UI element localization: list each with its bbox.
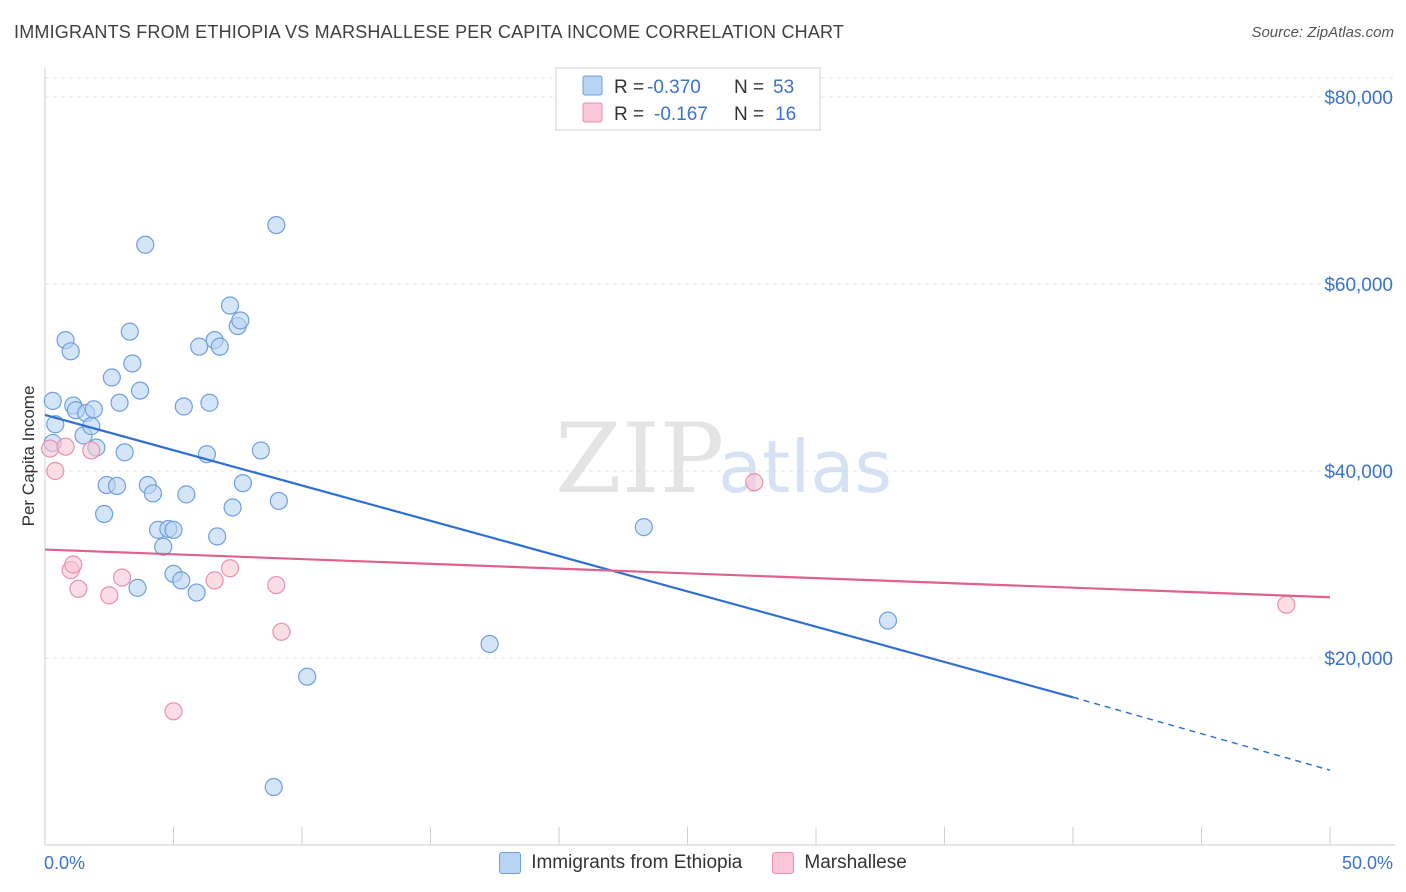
x-tick-label-min: 0.0% bbox=[44, 853, 85, 873]
ethiopia-point bbox=[110, 393, 129, 412]
legend-n-value-1: 53 bbox=[773, 77, 794, 98]
ethiopia-point bbox=[164, 520, 183, 540]
axes bbox=[44, 68, 1395, 846]
legend-n-value-2: 16 bbox=[775, 104, 796, 125]
ethiopia-point bbox=[210, 337, 229, 356]
marshallese-point bbox=[205, 571, 224, 590]
series-legend: Immigrants from Ethiopia Marshallese bbox=[0, 852, 1406, 874]
ethiopia-point bbox=[43, 391, 62, 410]
ethiopia-trend-extension bbox=[1072, 696, 1331, 771]
ethiopia-point bbox=[208, 527, 227, 546]
marshallese-trend-line bbox=[44, 548, 1331, 599]
legend-item-ethiopia: Immigrants from Ethiopia bbox=[499, 852, 742, 874]
ethiopia-point bbox=[61, 342, 80, 361]
legend-label-ethiopia: Immigrants from Ethiopia bbox=[531, 852, 743, 873]
ethiopia-point bbox=[130, 381, 150, 400]
marshallese-point bbox=[220, 559, 240, 578]
ethiopia-point bbox=[233, 474, 252, 493]
ethiopia-point bbox=[102, 368, 121, 387]
ethiopia-point bbox=[187, 583, 206, 602]
legend-r-label-1: R = bbox=[614, 77, 644, 98]
correlation-legend: R = -0.370 N = 53 R = -0.167 N = 16 bbox=[555, 67, 821, 131]
watermark-zip: ZIP bbox=[555, 403, 724, 515]
ethiopia-point bbox=[154, 537, 173, 556]
ethiopia-point bbox=[264, 777, 283, 797]
ethiopia-point bbox=[190, 337, 209, 356]
legend-n-label-1: N = bbox=[734, 77, 764, 98]
ethiopia-point bbox=[200, 393, 219, 412]
source-label: Source: ZipAtlas.com bbox=[1251, 24, 1394, 41]
marshallese-point bbox=[164, 702, 183, 721]
trend-lines bbox=[44, 413, 1331, 771]
legend-swatch-marshallese-bottom bbox=[772, 852, 795, 874]
y-tick-label: $80,000 bbox=[1324, 88, 1393, 109]
x-tick-labels: 0.0% 50.0% bbox=[44, 853, 1393, 873]
ethiopia-point bbox=[220, 296, 240, 315]
ethiopia-point bbox=[136, 235, 155, 254]
marshallese-point bbox=[100, 586, 119, 605]
ethiopia-point bbox=[123, 354, 142, 373]
marshallese-point bbox=[46, 461, 65, 481]
grid-lines bbox=[45, 77, 1395, 659]
series-ethiopia-points bbox=[43, 215, 898, 797]
ethiopia-point bbox=[231, 311, 250, 330]
ethiopia-point bbox=[120, 322, 139, 341]
ethiopia-point bbox=[634, 517, 653, 537]
legend-n-label-2: N = bbox=[734, 104, 764, 125]
legend-item-marshallese: Marshallese bbox=[772, 852, 907, 874]
y-tick-label: $20,000 bbox=[1324, 649, 1393, 670]
y-tick-label: $40,000 bbox=[1324, 462, 1393, 483]
marshallese-point bbox=[267, 575, 286, 595]
ethiopia-point bbox=[107, 476, 127, 496]
legend-swatch-ethiopia bbox=[582, 75, 603, 96]
ethiopia-trend-line bbox=[44, 413, 1074, 699]
marshallese-point bbox=[1277, 595, 1296, 614]
ethiopia-point bbox=[267, 215, 286, 235]
ethiopia-point bbox=[298, 667, 317, 686]
marshallese-point bbox=[82, 441, 101, 460]
ethiopia-point bbox=[143, 484, 163, 503]
legend-r-value-2: -0.167 bbox=[654, 104, 708, 125]
ethiopia-point bbox=[84, 400, 103, 419]
ethiopia-point bbox=[878, 611, 898, 630]
y-tick-label: $60,000 bbox=[1324, 275, 1393, 296]
ethiopia-point bbox=[480, 634, 499, 654]
ethiopia-point bbox=[177, 485, 196, 504]
ethiopia-point bbox=[269, 491, 288, 511]
marshallese-point bbox=[272, 622, 291, 641]
marshallese-point bbox=[64, 555, 83, 574]
marshallese-point bbox=[69, 579, 88, 598]
marshallese-point bbox=[56, 437, 75, 456]
watermark-atlas: atlas bbox=[718, 425, 892, 509]
legend-swatch-ethiopia-bottom bbox=[499, 852, 522, 874]
marshallese-point bbox=[41, 439, 60, 458]
marshallese-point bbox=[745, 473, 764, 492]
series-marshallese-points bbox=[41, 437, 1296, 721]
ethiopia-point bbox=[115, 443, 134, 462]
y-tick-labels: $20,000 $40,000 $60,000 $80,000 bbox=[1324, 88, 1393, 670]
legend-label-marshallese: Marshallese bbox=[804, 852, 907, 873]
chart-title: IMMIGRANTS FROM ETHIOPIA VS MARSHALLESE … bbox=[14, 22, 845, 42]
ethiopia-point bbox=[95, 504, 114, 524]
marshallese-point bbox=[112, 568, 132, 587]
x-tick-label-max: 50.0% bbox=[1342, 853, 1393, 873]
ethiopia-point bbox=[128, 578, 147, 597]
ethiopia-point bbox=[251, 441, 270, 460]
ethiopia-point bbox=[172, 571, 191, 590]
y-axis-label: Per Capita Income bbox=[19, 386, 38, 527]
legend-r-label-2: R = bbox=[614, 104, 644, 125]
legend-r-value-1: -0.370 bbox=[647, 77, 701, 98]
ethiopia-point bbox=[223, 498, 242, 517]
legend-swatch-marshallese bbox=[582, 102, 603, 123]
ethiopia-point bbox=[174, 397, 193, 416]
